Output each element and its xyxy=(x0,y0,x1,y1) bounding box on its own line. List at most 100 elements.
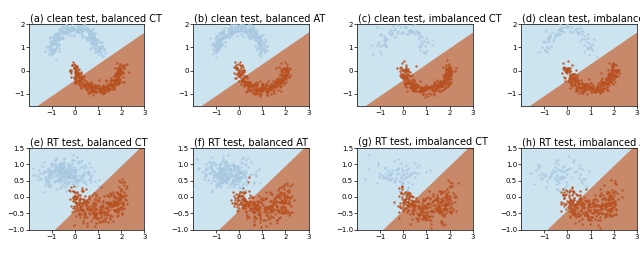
Point xyxy=(221,178,232,182)
Point xyxy=(397,184,407,188)
Point xyxy=(572,212,582,216)
Point xyxy=(537,172,547,177)
Point xyxy=(34,168,44,172)
Point xyxy=(404,79,414,83)
Point xyxy=(63,160,73,165)
Point xyxy=(121,198,131,203)
Point xyxy=(66,29,76,33)
Point xyxy=(75,200,85,204)
Point xyxy=(47,176,57,180)
Point xyxy=(260,48,271,53)
Point xyxy=(563,199,573,203)
Point xyxy=(207,43,218,48)
Point xyxy=(101,201,111,205)
Point xyxy=(44,172,54,177)
Point xyxy=(272,81,282,85)
Point xyxy=(77,202,88,206)
Point xyxy=(49,48,60,53)
Point xyxy=(278,201,289,206)
Point xyxy=(418,199,428,203)
Point xyxy=(217,175,227,180)
Point xyxy=(246,172,257,176)
Point xyxy=(109,208,120,212)
Point xyxy=(570,79,580,84)
Point xyxy=(286,203,296,208)
Point xyxy=(74,202,84,206)
Point xyxy=(396,31,406,35)
Point xyxy=(70,28,80,32)
Point xyxy=(243,82,253,86)
Point xyxy=(576,81,586,85)
Point xyxy=(228,179,239,183)
Point xyxy=(118,203,129,207)
Point xyxy=(81,221,92,225)
Point xyxy=(226,25,236,30)
Point xyxy=(231,202,241,206)
Point xyxy=(88,36,98,40)
Point xyxy=(212,173,223,178)
Point xyxy=(558,193,568,197)
Point xyxy=(241,200,251,204)
Point xyxy=(247,33,257,38)
Point xyxy=(259,84,269,88)
Point xyxy=(586,215,596,220)
Point xyxy=(251,172,261,177)
Point xyxy=(93,86,104,90)
Point xyxy=(421,49,431,53)
Point xyxy=(79,194,90,198)
Point xyxy=(445,69,456,73)
Point xyxy=(435,199,445,204)
Point xyxy=(211,172,221,176)
Point xyxy=(413,163,424,167)
Point xyxy=(58,164,68,168)
Point xyxy=(268,89,278,93)
Point xyxy=(232,166,243,170)
Point xyxy=(438,214,449,218)
Point xyxy=(86,41,97,46)
Point xyxy=(95,205,105,209)
Point xyxy=(437,84,447,88)
Point xyxy=(104,201,114,205)
Point xyxy=(572,199,582,203)
Point xyxy=(272,200,282,205)
Point xyxy=(584,218,594,223)
Point xyxy=(242,80,252,84)
Point xyxy=(546,171,556,175)
Point xyxy=(610,199,620,203)
Point xyxy=(442,74,452,78)
Point xyxy=(404,201,414,205)
Point xyxy=(212,181,223,186)
Point xyxy=(246,83,256,87)
Point xyxy=(88,88,99,92)
Point xyxy=(80,35,90,40)
Point xyxy=(221,171,232,175)
Point xyxy=(556,29,566,33)
Point xyxy=(229,26,239,30)
Point xyxy=(41,180,51,184)
Point xyxy=(422,206,432,210)
Point xyxy=(553,31,563,35)
Point xyxy=(94,209,104,213)
Point xyxy=(559,29,569,34)
Point xyxy=(61,189,71,193)
Point xyxy=(214,43,225,47)
Point xyxy=(405,28,415,32)
Point xyxy=(42,44,52,48)
Point xyxy=(57,160,67,165)
Text: (b) clean test, balanced AT: (b) clean test, balanced AT xyxy=(194,13,325,23)
Point xyxy=(564,187,575,192)
Point xyxy=(115,191,125,196)
Point xyxy=(591,87,601,91)
Point xyxy=(62,175,72,179)
Point xyxy=(73,30,83,34)
Point xyxy=(562,183,572,187)
Point xyxy=(115,189,125,194)
Point xyxy=(269,84,280,89)
Point xyxy=(604,80,614,84)
Point xyxy=(93,52,103,57)
Point xyxy=(239,172,250,176)
Point xyxy=(239,68,249,72)
Point xyxy=(249,29,259,34)
Point xyxy=(252,34,262,39)
Point xyxy=(419,88,429,92)
